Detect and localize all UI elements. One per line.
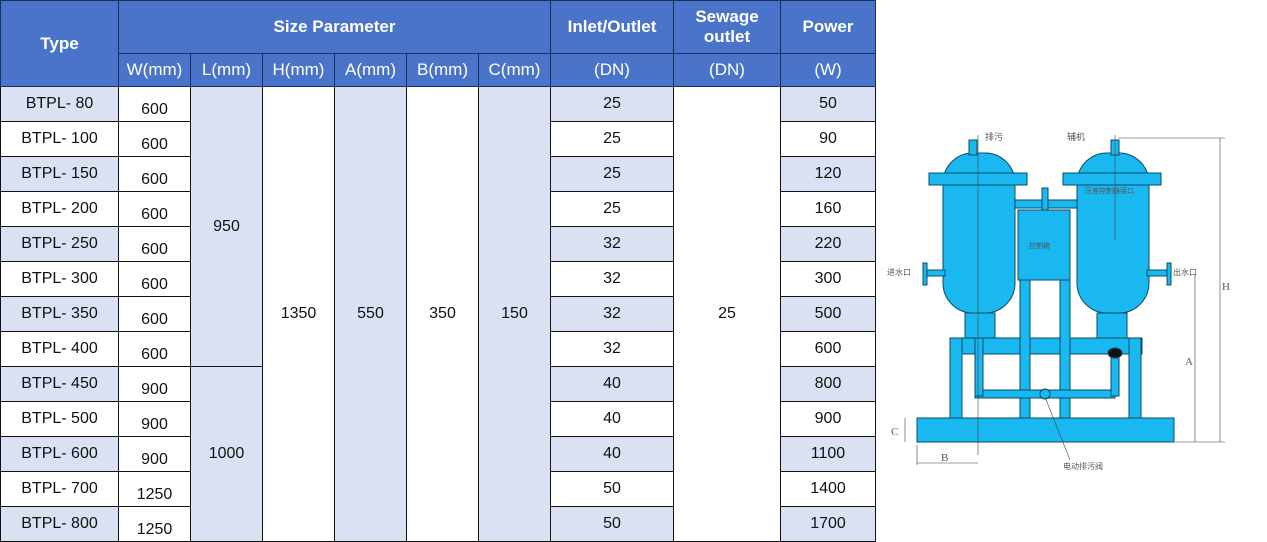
table-row: BTPL- 80 600 950 1350 550 350 150 25 25 50: [0, 86, 876, 542]
cell-w: 600: [118, 121, 191, 157]
cell-type: BTPL- 700: [0, 471, 119, 507]
header-power: Power: [780, 0, 876, 54]
cell-l: 950: [190, 86, 263, 367]
cell-inlet: 32: [550, 331, 674, 367]
cell-type: BTPL- 600: [0, 436, 119, 472]
header-sewage-outlet: Sewage outlet: [673, 0, 781, 54]
cell-inlet: 25: [550, 191, 674, 227]
cell-l: 1000: [190, 366, 263, 542]
cell-power: 500: [780, 296, 876, 332]
label-drain: 排污: [985, 131, 1003, 142]
header-c: C(mm): [478, 53, 551, 87]
cell-type: BTPL- 500: [0, 401, 119, 437]
cell-w: 1250: [118, 471, 191, 507]
cell-inlet: 40: [550, 436, 674, 472]
table-row: BTPL- 500 900 40 900: [0, 401, 876, 437]
cell-w: 600: [118, 226, 191, 262]
table-row: BTPL- 100 600 25 90: [0, 121, 876, 157]
table-row: BTPL- 400 600 32 600: [0, 331, 876, 367]
cell-h: 1350: [262, 86, 335, 542]
cell-power: 600: [780, 331, 876, 367]
cell-power: 1400: [780, 471, 876, 507]
cell-power: 160: [780, 191, 876, 227]
cell-w: 600: [118, 261, 191, 297]
cell-b: 350: [406, 86, 479, 542]
cell-w: 600: [118, 296, 191, 332]
table-row: BTPL- 600 900 40 1100: [0, 436, 876, 472]
cell-power: 800: [780, 366, 876, 402]
cell-inlet: 32: [550, 261, 674, 297]
cell-inlet: 50: [550, 506, 674, 542]
header-inlet-unit: (DN): [550, 53, 674, 87]
label-pressure-port: 压差控制器接口: [1085, 186, 1134, 195]
cell-inlet: 25: [550, 86, 674, 122]
cell-type: BTPL- 80: [0, 86, 119, 122]
spec-table: Type Size Parameter Inlet/Outlet Sewage …: [0, 0, 876, 542]
header-sewage-unit: (DN): [673, 53, 781, 87]
cell-type: BTPL- 100: [0, 121, 119, 157]
cell-a: 550: [334, 86, 407, 542]
cell-power: 120: [780, 156, 876, 192]
label-control-box: 控制箱: [1029, 241, 1050, 250]
header-inlet-outlet: Inlet/Outlet: [550, 0, 674, 54]
header-h: H(mm): [262, 53, 335, 87]
cell-w: 900: [118, 366, 191, 402]
label-inlet: 进水口: [887, 267, 911, 277]
cell-inlet: 50: [550, 471, 674, 507]
cell-type: BTPL- 450: [0, 366, 119, 402]
cell-c: 150: [478, 86, 551, 542]
cell-sewage: 25: [673, 86, 781, 542]
cell-inlet: 32: [550, 296, 674, 332]
cell-type: BTPL- 800: [0, 506, 119, 542]
table-row: BTPL- 350 600 32 500: [0, 296, 876, 332]
header-b: B(mm): [406, 53, 479, 87]
header-l: L(mm): [190, 53, 263, 87]
cell-power: 1700: [780, 506, 876, 542]
base-plate: [916, 417, 1175, 443]
cell-type: BTPL- 350: [0, 296, 119, 332]
cell-power: 300: [780, 261, 876, 297]
dim-a: A: [1185, 356, 1193, 368]
cell-type: BTPL- 200: [0, 191, 119, 227]
cell-w: 900: [118, 436, 191, 472]
table-row: BTPL- 200 600 25 160: [0, 191, 876, 227]
header-a: A(mm): [334, 53, 407, 87]
cell-type: BTPL- 150: [0, 156, 119, 192]
equipment-diagram: 排污 辅机 进水口 出水口 控制箱 压差控制器接口 电动排污阀 H A B C: [887, 131, 1230, 471]
cell-type: BTPL- 300: [0, 261, 119, 297]
cell-w: 1250: [118, 506, 191, 542]
header-type: Type: [0, 0, 119, 87]
dim-c: C: [891, 426, 898, 438]
cell-inlet: 25: [550, 121, 674, 157]
dim-h: H: [1222, 281, 1230, 293]
cell-power: 50: [780, 86, 876, 122]
cell-power: 220: [780, 226, 876, 262]
header-power-unit: (W): [780, 53, 876, 87]
dim-b: B: [941, 452, 948, 464]
label-aux: 辅机: [1067, 131, 1085, 142]
table-row: BTPL- 150 600 25 120: [0, 156, 876, 192]
cell-w: 600: [118, 191, 191, 227]
cell-inlet: 25: [550, 156, 674, 192]
label-outlet: 出水口: [1173, 267, 1197, 277]
header-w: W(mm): [118, 53, 191, 87]
cell-power: 90: [780, 121, 876, 157]
cell-type: BTPL- 400: [0, 331, 119, 367]
table-row: BTPL- 450 900 1000 40 800: [0, 366, 876, 542]
label-valve: 电动排污阀: [1063, 461, 1103, 471]
header-size-parameter: Size Parameter: [118, 0, 551, 54]
cell-w: 600: [118, 156, 191, 192]
table-row: BTPL- 250 600 32 220: [0, 226, 876, 262]
cell-inlet: 40: [550, 401, 674, 437]
cell-type: BTPL- 250: [0, 226, 119, 262]
cell-inlet: 32: [550, 226, 674, 262]
cell-w: 900: [118, 401, 191, 437]
table-row: BTPL- 300 600 32 300: [0, 261, 876, 297]
cell-w: 600: [118, 86, 191, 122]
cell-w: 600: [118, 331, 191, 367]
cell-power: 1100: [780, 436, 876, 472]
control-box: [1017, 209, 1071, 281]
cell-inlet: 40: [550, 366, 674, 402]
cell-power: 900: [780, 401, 876, 437]
